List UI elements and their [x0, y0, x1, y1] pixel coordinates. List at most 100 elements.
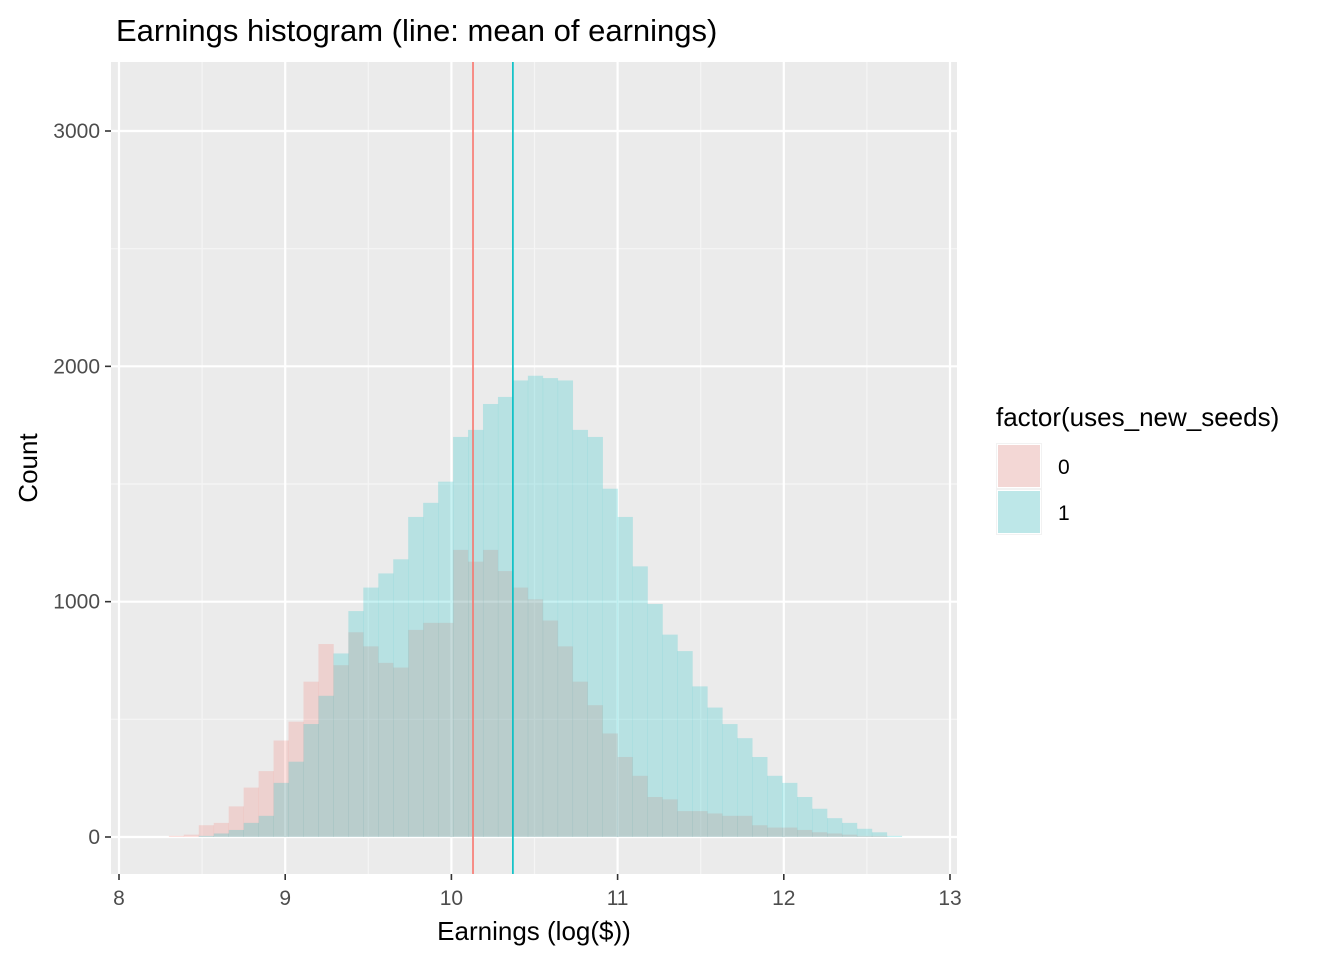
histogram-bar-series-0: [647, 796, 663, 837]
histogram-bar-series-1: [378, 573, 394, 837]
histogram-bar-series-1: [468, 429, 484, 837]
y-tick-label: 0: [88, 826, 100, 849]
histogram-bar-series-0: [228, 806, 244, 837]
histogram-bar-series-0: [168, 835, 185, 837]
histogram-bar-series-1: [572, 429, 588, 837]
histogram-bar-series-1: [273, 782, 289, 837]
histogram-bar-series-0: [812, 832, 828, 837]
legend-key-swatch: [997, 444, 1041, 488]
histogram-bar-series-1: [856, 828, 873, 837]
x-tick-label: 13: [938, 887, 961, 910]
histogram-bar-series-1: [797, 796, 813, 837]
histogram-bar-series-1: [886, 835, 903, 837]
legend-label: 1: [1058, 502, 1070, 525]
histogram-bar-series-0: [737, 815, 753, 837]
histogram-bar-series-0: [453, 549, 469, 837]
histogram-bar-series-0: [782, 827, 798, 837]
x-tick-label: 12: [772, 887, 795, 910]
minor-gridlines: [111, 62, 957, 874]
histogram-bar-series-1: [348, 611, 364, 837]
x-tick-label: 10: [440, 887, 463, 910]
histogram-bar-series-0: [542, 620, 559, 837]
histogram-bar-series-0: [183, 834, 200, 837]
histogram-bar-series-0: [512, 587, 529, 837]
histogram-bar-series-1: [438, 481, 454, 837]
histogram-bar-series-1: [228, 829, 244, 837]
x-tick-label: 8: [113, 887, 125, 910]
histogram-bar-series-0: [438, 622, 454, 837]
histogram-bar-series-1: [512, 380, 529, 837]
histogram-bar-series-0: [273, 740, 289, 837]
histogram-bar-series-0: [482, 549, 499, 837]
histogram-bar-series-0: [677, 811, 693, 837]
histogram-bar-series-1: [198, 835, 215, 837]
legend-entries: 01: [996, 443, 1070, 535]
histogram-bar-series-0: [318, 644, 334, 837]
series-1-bars: [198, 375, 903, 837]
histogram-bar-series-0: [497, 571, 514, 837]
histogram-bar-series-0: [602, 733, 618, 837]
histogram-bar-series-0: [632, 775, 648, 837]
series-0-bars: [168, 549, 888, 837]
legend-key-background: [996, 489, 1042, 535]
histogram-bar-series-1: [647, 604, 663, 837]
histogram-bar-series-1: [737, 738, 753, 837]
histogram-bar-series-1: [782, 782, 798, 837]
histogram-bar-series-0: [617, 756, 633, 837]
histogram-bar-series-1: [871, 832, 888, 837]
histogram-bar-series-1: [841, 822, 858, 837]
histogram-bar-series-0: [797, 829, 813, 837]
histogram-bar-series-0: [468, 561, 484, 837]
x-axis-title: Earnings (log($)): [437, 916, 631, 946]
histogram-bar-series-1: [617, 516, 633, 837]
histogram-bar-series-0: [572, 681, 588, 837]
x-axis-ticks: 8 9 10 11 12 13: [113, 874, 962, 910]
histogram-bar-series-1: [453, 436, 469, 837]
x-tick-label: 11: [607, 887, 629, 910]
histogram-bar-series-0: [258, 771, 274, 837]
histogram-bar-series-1: [497, 396, 514, 837]
histogram-bar-series-1: [722, 724, 738, 837]
legend-label: 0: [1058, 456, 1070, 479]
histogram-bar-series-0: [363, 646, 379, 837]
histogram-bar-series-1: [557, 380, 574, 837]
histogram-bar-series-1: [408, 516, 424, 837]
histogram-bar-series-1: [632, 566, 648, 837]
histogram-bar-series-0: [393, 667, 409, 837]
chart-title: Earnings histogram (line: mean of earnin…: [116, 13, 717, 48]
histogram-bar-series-0: [198, 825, 215, 837]
histogram-bar-series-0: [587, 705, 603, 837]
histogram-bar-series-1: [258, 815, 274, 837]
histogram-bar-series-0: [557, 646, 574, 837]
histogram-bar-series-1: [677, 651, 693, 837]
histogram-bar-series-0: [662, 799, 678, 837]
histogram-bar-series-1: [542, 378, 559, 837]
y-tick-label: 2000: [53, 355, 100, 378]
histogram-bar-series-1: [213, 833, 229, 837]
histogram-bar-series-0: [707, 813, 723, 837]
legend: factor(uses_new_seeds) 01: [996, 402, 1279, 535]
histogram-bar-series-1: [812, 808, 828, 837]
histogram-bar-series-1: [587, 436, 603, 837]
y-axis-ticks: 0 1000 2000 3000: [53, 120, 111, 849]
histogram-bar-series-0: [408, 629, 424, 837]
histogram-bar-series-1: [602, 488, 618, 837]
histogram-bar-series-1: [243, 822, 259, 837]
histogram-bar-series-1: [752, 756, 768, 837]
histogram-bar-series-1: [303, 724, 319, 837]
histogram-bar-series-1: [333, 653, 349, 837]
histogram-bar-series-1: [692, 686, 708, 837]
histogram-bar-series-0: [767, 827, 783, 837]
x-tick-label: 9: [279, 887, 291, 910]
legend-title: factor(uses_new_seeds): [996, 402, 1279, 432]
histogram-bar-series-0: [303, 681, 319, 837]
histogram-bar-series-0: [752, 825, 768, 837]
y-tick-label: 3000: [53, 120, 100, 143]
histogram-bar-series-0: [841, 834, 858, 837]
histogram-bar-series-0: [871, 835, 888, 837]
histogram-bar-series-1: [662, 634, 678, 837]
histogram-bar-series-1: [482, 403, 499, 837]
histogram-bar-series-0: [423, 622, 439, 837]
histogram-bar-series-1: [288, 761, 304, 837]
